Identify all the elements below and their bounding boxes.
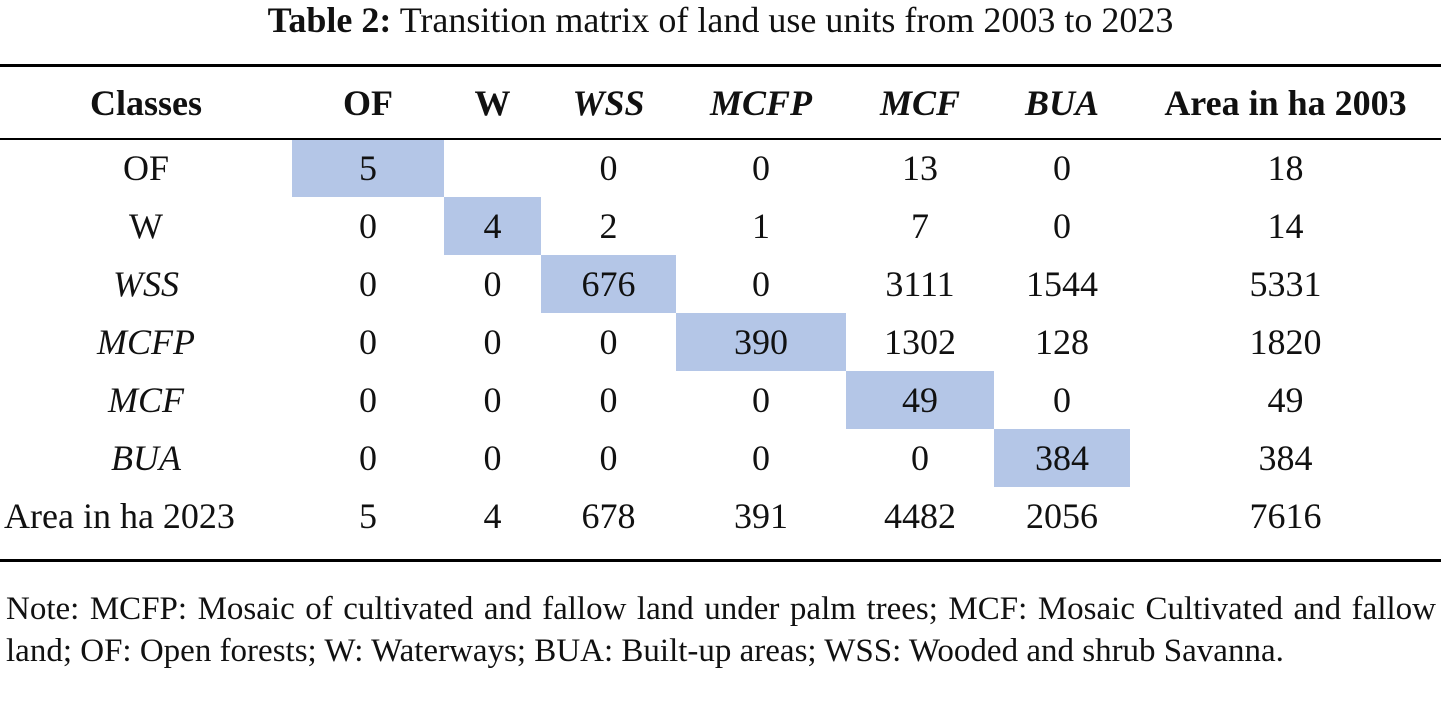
table-cell: 678 [581, 496, 636, 536]
table-cell: 5 [292, 139, 444, 197]
caption-text: Transition matrix of land use units from… [399, 0, 1174, 40]
table-cell: 0 [752, 438, 770, 478]
table-cell: 0 [359, 380, 377, 420]
table-cell: 384 [994, 429, 1130, 487]
col-header-bua: BUA [1024, 83, 1100, 123]
table-cell: 0 [359, 264, 377, 304]
row-total: 14 [1267, 206, 1304, 246]
table-cell: 676 [541, 255, 676, 313]
row-label-of: OF [122, 148, 170, 188]
table-caption: Table 2: Transition matrix of land use u… [0, 0, 1441, 40]
table-cell: 0 [752, 380, 770, 420]
table-cell: 0 [599, 380, 618, 420]
table-cell: 128 [1035, 322, 1089, 362]
table-cell: 0 [752, 264, 770, 304]
table-note: Note: MCFP: Mosaic of cultivated and fal… [6, 591, 1436, 669]
table-cell: 390 [676, 313, 846, 371]
totals-row: Area in ha 2023 5 4 678 391 4482 2056 76… [0, 487, 1441, 545]
table-cell: 4 [483, 496, 502, 536]
table-cell: 3111 [885, 264, 955, 304]
col-header-mcfp: MCFP [709, 83, 813, 123]
table-cell: 0 [752, 148, 770, 188]
transition-matrix-table: Classes OF W WSS MCFP MCF BUA Area in ha… [0, 67, 1441, 545]
table-cell: 0 [359, 322, 377, 362]
table-cell: 0 [359, 438, 377, 478]
row-label-mcf: MCF [108, 380, 184, 420]
col-header-wss: WSS [572, 83, 645, 123]
table-cell: 0 [359, 206, 377, 246]
table-cell: 0 [599, 438, 618, 478]
table-row: BUA 0 0 0 0 0 384 384 [0, 429, 1441, 487]
table-cell: 2056 [1026, 496, 1098, 536]
table-cell: 49 [846, 371, 994, 429]
table-cell: 1302 [884, 322, 956, 362]
table-row: MCF 0 0 0 0 49 0 49 [0, 371, 1441, 429]
header-rule [0, 138, 1441, 140]
table-row: OF 5 0 0 13 0 18 [0, 139, 1441, 197]
table-cell: 0 [911, 438, 929, 478]
row-total: 49 [1267, 380, 1304, 420]
row-total: 18 [1267, 148, 1304, 188]
table-cell: 0 [483, 322, 502, 362]
table-cell: 0 [599, 322, 618, 362]
table-cell: 0 [1053, 148, 1071, 188]
table-cell: 7 [911, 206, 929, 246]
table-cell: 1 [752, 206, 770, 246]
table-cell: 0 [483, 264, 502, 304]
row-label-w: W [129, 206, 163, 246]
table-cell: 5 [359, 496, 377, 536]
row-label-mcfp: MCFP [97, 322, 195, 362]
grand-total: 7616 [1249, 496, 1322, 536]
row-total: 384 [1258, 438, 1313, 478]
bottom-rule [0, 559, 1441, 562]
row-label-wss: WSS [113, 264, 179, 304]
header-row: Classes OF W WSS MCFP MCF BUA Area in ha… [0, 67, 1441, 139]
table-row: W 0 4 2 1 7 0 14 [0, 197, 1441, 255]
caption-label: Table 2: [267, 0, 392, 40]
table-cell [444, 139, 541, 197]
table-row: MCFP 0 0 0 390 1302 128 1820 [0, 313, 1441, 371]
table-cell: 1544 [1026, 264, 1098, 304]
row-total: 5331 [1249, 264, 1322, 304]
table-cell: 0 [483, 380, 502, 420]
row-label-bua: BUA [111, 438, 181, 478]
table-cell: 13 [902, 148, 938, 188]
table-cell: 0 [1053, 380, 1071, 420]
top-rule [0, 64, 1441, 67]
table-cell: 4 [444, 197, 541, 255]
table-cell: 0 [1053, 206, 1071, 246]
col-header-mcf: MCF [879, 83, 961, 123]
col-header-area-2003: Area in ha 2003 [1164, 83, 1407, 123]
row-total: 1820 [1249, 322, 1322, 362]
row-label-area-2023: Area in ha 2023 [4, 496, 235, 536]
table-cell: 0 [599, 148, 618, 188]
table-cell: 391 [734, 496, 788, 536]
table-cell: 4482 [884, 496, 956, 536]
corner-header: Classes [89, 83, 202, 123]
col-header-w: W [474, 83, 511, 123]
table-cell: 0 [483, 438, 502, 478]
table-cell: 2 [599, 206, 618, 246]
table-row: WSS 0 0 676 0 3111 1544 5331 [0, 255, 1441, 313]
col-header-of: OF [343, 83, 393, 123]
